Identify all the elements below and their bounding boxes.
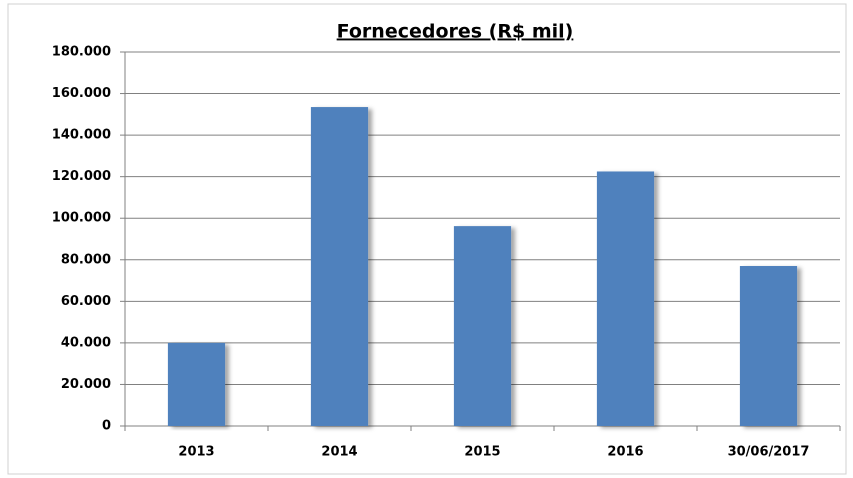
x-tick-label: 2013 [178, 445, 214, 460]
chart-frame [7, 3, 847, 475]
bar [310, 107, 369, 427]
y-tick-label: 180.000 [52, 45, 111, 60]
bar [739, 266, 798, 426]
bar [167, 342, 226, 426]
x-tick-label: 2015 [464, 445, 500, 460]
y-tick-label: 140.000 [52, 128, 111, 143]
bar [596, 171, 655, 426]
y-tick-label: 120.000 [52, 169, 111, 184]
y-tick-label: 40.000 [61, 335, 111, 350]
bar [453, 226, 512, 426]
y-tick-label: 60.000 [61, 294, 111, 309]
y-tick-label: 80.000 [61, 252, 111, 267]
x-tick-label: 2014 [321, 445, 357, 460]
y-tick-label: 20.000 [61, 377, 111, 392]
y-tick-label: 100.000 [52, 211, 111, 226]
chart-title: Fornecedores (R$ mil) [337, 21, 574, 43]
x-tick-label: 2016 [607, 445, 643, 460]
x-tick-label: 30/06/2017 [728, 445, 810, 460]
y-tick-label: 160.000 [52, 86, 111, 101]
y-tick-label: 0 [102, 419, 111, 434]
